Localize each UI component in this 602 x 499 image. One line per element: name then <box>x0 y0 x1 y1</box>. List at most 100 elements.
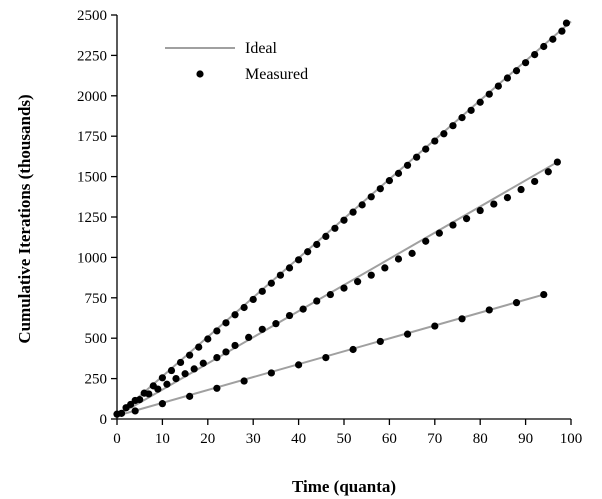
measured-point-1 <box>176 358 185 367</box>
x-ticks: 0 10 20 30 40 50 60 70 80 90 100 <box>113 419 582 447</box>
x-tick-label: 50 <box>337 431 352 447</box>
measured-point-1 <box>313 240 321 249</box>
measured-point-3 <box>512 299 521 307</box>
measured-point-1 <box>458 114 466 122</box>
measured-point-3 <box>131 407 139 415</box>
measured-point-2 <box>222 348 230 356</box>
measured-point-3 <box>267 369 275 377</box>
measured-point-1 <box>403 161 412 169</box>
measured-point-1 <box>240 303 248 312</box>
measured-point-1 <box>485 90 493 98</box>
measured-point-3 <box>158 400 166 408</box>
ideal-line-2 <box>116 161 558 417</box>
measured-point-2 <box>381 264 389 272</box>
measured-point-2 <box>127 400 135 409</box>
measured-point-2 <box>231 341 239 350</box>
x-axis-title: Time (quanta) <box>292 477 396 496</box>
measured-point-1 <box>295 256 303 264</box>
measured-point-2 <box>313 297 321 305</box>
plot-area <box>113 19 572 418</box>
measured-point-2 <box>199 359 207 367</box>
y-tick-label: 1750 <box>77 129 107 145</box>
y-tick-label: 1250 <box>77 210 107 226</box>
measured-point-1 <box>558 27 566 35</box>
measured-point-1 <box>204 335 212 343</box>
measured-point-1 <box>304 248 312 256</box>
measured-point-2 <box>354 278 362 286</box>
measured-point-1 <box>562 19 571 27</box>
x-tick-label: 90 <box>518 431 533 447</box>
measured-point-1 <box>158 374 166 382</box>
legend-ideal-label: Ideal <box>245 40 278 57</box>
measured-point-1 <box>467 106 475 114</box>
y-tick-label: 2500 <box>77 8 107 24</box>
y-tick-label: 250 <box>85 372 108 388</box>
measured-point-1 <box>522 59 530 67</box>
measured-point-2 <box>531 177 539 186</box>
y-tick-label: 1000 <box>77 250 107 266</box>
measured-point-2 <box>285 311 294 320</box>
measured-point-1 <box>376 185 384 193</box>
measured-point-1 <box>195 343 203 351</box>
measured-point-1 <box>267 279 275 287</box>
measured-point-1 <box>440 130 448 138</box>
measured-point-2 <box>394 255 403 263</box>
measured-point-1 <box>549 35 557 43</box>
y-tick-label: 1500 <box>77 170 107 186</box>
ideal-line-3 <box>116 293 545 417</box>
x-tick-label: 10 <box>155 431 170 447</box>
measured-point-2 <box>326 290 334 299</box>
measured-point-1 <box>331 224 339 232</box>
x-tick-label: 30 <box>246 431 261 447</box>
x-tick-label: 80 <box>473 431 488 447</box>
measured-point-1 <box>167 366 176 375</box>
measured-point-3 <box>295 361 303 369</box>
measured-point-3 <box>186 392 194 400</box>
measured-point-1 <box>213 327 221 335</box>
measured-point-2 <box>490 200 498 208</box>
legend-measured-swatch <box>196 70 204 78</box>
measured-point-2 <box>181 370 189 378</box>
measured-point-3 <box>240 377 248 385</box>
x-tick-label: 60 <box>382 431 397 447</box>
measured-point-2 <box>544 168 552 176</box>
y-tick-label: 500 <box>85 331 108 347</box>
measured-point-2 <box>503 194 512 202</box>
measured-point-1 <box>186 351 194 359</box>
measured-point-2 <box>408 249 416 257</box>
measured-point-3 <box>349 345 357 354</box>
measured-point-2 <box>272 320 280 328</box>
measured-point-1 <box>276 271 285 279</box>
measured-point-2 <box>245 333 253 341</box>
measured-point-2 <box>154 385 162 393</box>
y-axis-title: Cumulative Iterations (thousands) <box>15 94 34 343</box>
measured-point-1 <box>249 295 257 304</box>
measured-point-2 <box>213 353 221 362</box>
measured-point-3 <box>376 337 384 346</box>
measured-point-3 <box>458 315 466 323</box>
measured-point-1 <box>222 319 230 327</box>
measured-point-2 <box>258 325 266 333</box>
measured-point-1 <box>285 264 294 272</box>
measured-point-2 <box>172 375 180 383</box>
measured-point-2 <box>117 409 126 417</box>
legend-measured-label: Measured <box>245 66 308 83</box>
measured-point-1 <box>385 177 393 185</box>
measured-point-3 <box>540 290 548 299</box>
measured-point-2 <box>299 305 307 313</box>
measured-point-2 <box>462 215 471 223</box>
measured-point-3 <box>213 384 221 392</box>
x-tick-label: 40 <box>291 431 306 447</box>
measured-point-2 <box>517 185 525 194</box>
x-tick-label: 70 <box>427 431 442 447</box>
measured-point-2 <box>476 206 484 215</box>
y-tick-label: 2000 <box>77 89 107 105</box>
measured-point-2 <box>422 237 430 245</box>
measured-point-1 <box>340 216 348 224</box>
legend: Ideal Measured <box>165 40 308 83</box>
measured-point-2 <box>435 229 443 237</box>
y-tick-label: 0 <box>100 412 108 428</box>
measured-point-2 <box>449 221 457 229</box>
measured-point-1 <box>512 67 521 75</box>
